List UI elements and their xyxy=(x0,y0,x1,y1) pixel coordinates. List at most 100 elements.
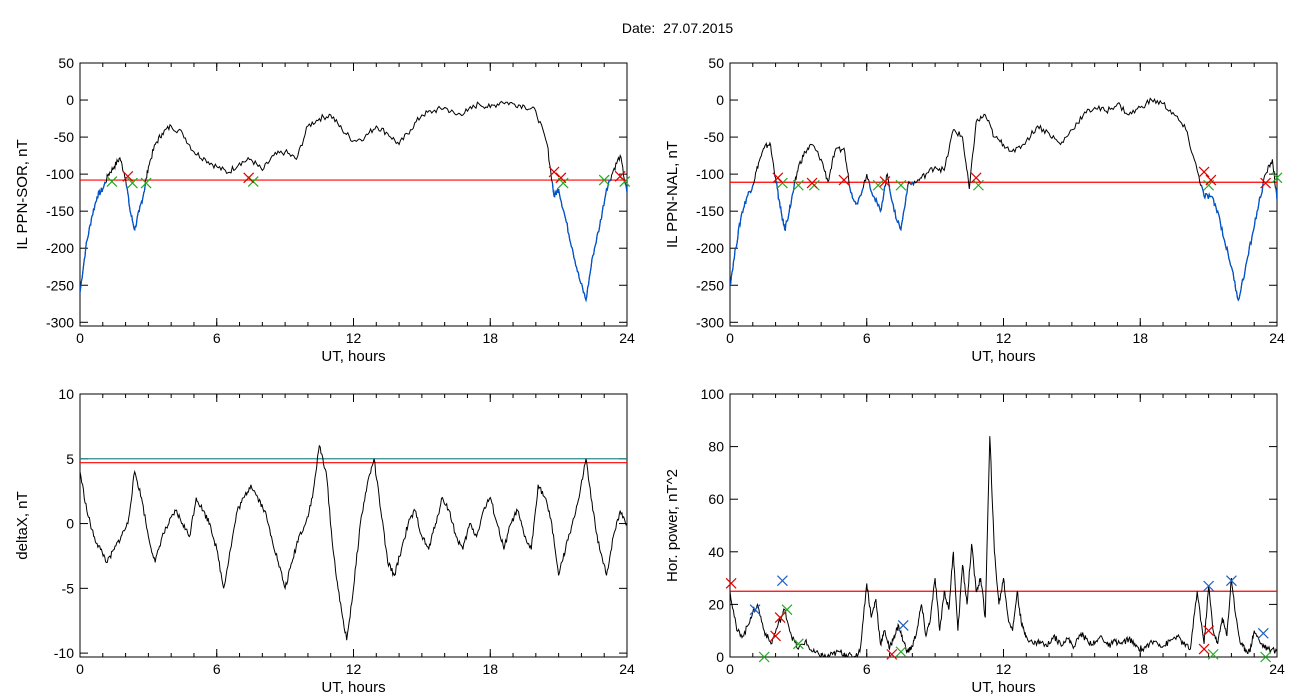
y-tick-label: -150 xyxy=(46,203,74,219)
marker-red xyxy=(1198,166,1210,178)
plot-frame xyxy=(79,62,628,327)
series-line xyxy=(730,436,1277,657)
below-threshold-segment xyxy=(1200,183,1264,302)
marker-green xyxy=(598,174,610,186)
marker-red xyxy=(555,172,567,184)
panel-p3: 0 6 12 18 24 -10 -5 0 5 10 UT, hours deltaX, nT xyxy=(14,386,635,696)
marker-red xyxy=(886,648,898,660)
x-tick-label: 12 xyxy=(346,661,362,677)
y-axis-label: IL PPN-NAL, nT xyxy=(664,141,681,248)
panel-p2: 0 6 12 18 24 -300 -250 -200 -150 -100 -50 0 50 UT, ho… xyxy=(664,55,1285,365)
marker-red xyxy=(1205,174,1217,186)
marker-red xyxy=(725,577,737,589)
marker-red xyxy=(1198,643,1210,655)
below-threshold-segment xyxy=(909,181,915,186)
marker-blue xyxy=(1203,580,1215,592)
x-tick-label: 12 xyxy=(346,330,362,346)
y-tick-label: 60 xyxy=(708,491,724,507)
below-threshold-segment xyxy=(551,179,612,303)
series-line xyxy=(730,97,1277,302)
y-tick-label: 0 xyxy=(716,649,724,665)
below-threshold-segment xyxy=(125,181,147,232)
y-tick-label: -200 xyxy=(696,240,724,256)
y-tick-label: 50 xyxy=(58,55,74,71)
y-tick-label: -250 xyxy=(696,277,724,293)
y-tick-label: 20 xyxy=(708,596,724,612)
x-axis-label: UT, hours xyxy=(321,679,385,696)
marker-green xyxy=(1207,648,1219,660)
below-threshold-segment xyxy=(888,184,909,232)
below-threshold-segment xyxy=(868,182,886,214)
x-tick-label: 0 xyxy=(76,330,84,346)
x-tick-label: 0 xyxy=(76,661,84,677)
marker-red xyxy=(122,170,134,182)
marker-blue xyxy=(1225,575,1237,587)
y-axis-label: IL PPN-SOR, nT xyxy=(14,139,31,249)
plot-area xyxy=(730,97,1277,302)
marker-red xyxy=(879,176,891,187)
x-axis-label: UT, hours xyxy=(321,348,385,365)
marker-green xyxy=(1271,172,1283,184)
x-tick-label: 18 xyxy=(482,330,498,346)
below-threshold-segment xyxy=(80,181,107,293)
marker-red xyxy=(243,172,255,184)
x-tick-label: 0 xyxy=(726,661,734,677)
marker-green xyxy=(895,179,907,191)
y-tick-label: 80 xyxy=(708,439,724,455)
marker-blue xyxy=(1257,627,1269,639)
y-tick-label: -5 xyxy=(62,580,75,596)
y-tick-label: 5 xyxy=(66,451,74,467)
x-tick-label: 18 xyxy=(482,661,498,677)
y-tick-label: -100 xyxy=(696,166,724,182)
marker-blue xyxy=(749,604,761,616)
x-tick-label: 6 xyxy=(213,661,221,677)
marker-green xyxy=(247,176,259,187)
marker-green xyxy=(872,179,884,191)
y-tick-label: -250 xyxy=(46,277,74,293)
below-threshold-segment xyxy=(730,183,754,286)
y-tick-label: -50 xyxy=(704,129,724,145)
marker-green xyxy=(895,646,907,658)
y-tick-label: -300 xyxy=(696,314,724,330)
x-tick-label: 12 xyxy=(996,661,1012,677)
x-tick-label: 6 xyxy=(863,661,871,677)
y-tick-label: -10 xyxy=(54,645,74,661)
x-tick-label: 24 xyxy=(619,330,635,346)
chart-title: Date: 27.07.2015 xyxy=(621,20,734,36)
below-threshold-segment xyxy=(848,184,864,206)
y-axis-label: Hor. power, nT^2 xyxy=(664,469,681,582)
marker-green xyxy=(106,176,118,187)
marker-green xyxy=(758,651,770,663)
marker-green xyxy=(792,638,804,650)
x-tick-label: 24 xyxy=(619,661,635,677)
marker-green xyxy=(126,177,138,189)
below-threshold-segment xyxy=(775,181,796,232)
y-tick-label: 50 xyxy=(708,55,724,71)
marker-red xyxy=(970,172,982,184)
y-tick-label: -150 xyxy=(696,203,724,219)
marker-red xyxy=(614,170,626,182)
panel-p1: 0 6 12 18 24 -300 -250 -200 -150 -100 -50 0 50 UT, ho… xyxy=(14,55,635,365)
marker-green xyxy=(792,179,804,191)
x-axis-label: UT, hours xyxy=(971,348,1035,365)
y-axis-label: deltaX, nT xyxy=(14,491,31,559)
marker-red xyxy=(1203,625,1215,637)
plot-frame xyxy=(79,393,628,658)
x-tick-label: 24 xyxy=(1269,661,1285,677)
marker-red xyxy=(772,172,784,184)
marker-green xyxy=(781,604,793,616)
marker-green xyxy=(973,179,984,191)
x-tick-label: 18 xyxy=(1132,330,1148,346)
x-tick-label: 18 xyxy=(1132,661,1148,677)
marker-red xyxy=(770,630,782,642)
y-tick-label: 40 xyxy=(708,544,724,560)
plot-area xyxy=(730,436,1277,657)
x-tick-label: 0 xyxy=(726,330,734,346)
marker-red xyxy=(806,177,818,189)
panel-p4: 0 6 12 18 24 0 20 40 60 80 100 UT, hours Hor. power,… xyxy=(664,386,1285,696)
plot-frame xyxy=(729,393,1278,658)
x-tick-label: 6 xyxy=(213,330,221,346)
marker-red xyxy=(548,166,560,178)
plot-area xyxy=(80,100,627,303)
